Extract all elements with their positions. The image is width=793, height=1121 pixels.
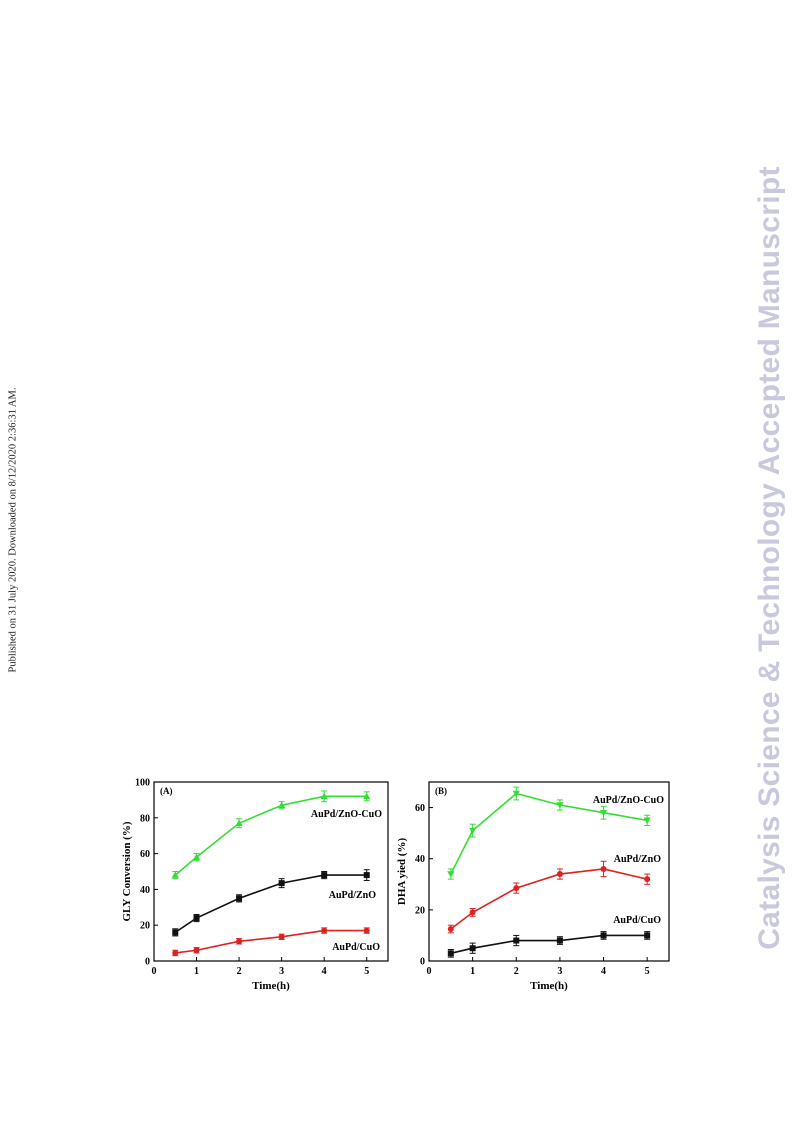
x-tick-label: 5: [645, 966, 650, 977]
series-aupd-zno-cuo: [171, 790, 371, 880]
y-tick-label: 0: [420, 957, 425, 968]
series-line: [174, 795, 367, 876]
data-point: [513, 885, 520, 892]
y-tick-label: 20: [140, 921, 150, 932]
x-axis-label: Time(h): [530, 980, 568, 992]
publication-note: Published on 31 July 2020. Downloaded on…: [7, 387, 19, 673]
data-point: [192, 853, 201, 860]
series-line: [175, 929, 367, 954]
data-point: [171, 871, 179, 878]
y-tick-label: 60: [140, 849, 150, 860]
plot-frame: [153, 781, 389, 962]
series-line: [450, 934, 648, 955]
data-point: [320, 792, 328, 800]
data-point: [236, 895, 243, 902]
y-tick-label: 0: [145, 957, 150, 968]
y-tick-label: 40: [140, 885, 150, 896]
data-point: [447, 950, 454, 957]
x-tick-label: 0: [427, 966, 432, 977]
data-point: [278, 933, 285, 940]
x-tick-label: 1: [194, 966, 199, 977]
series-aupd-zno-cuo: [447, 786, 651, 880]
series-aupd-zno: [172, 869, 370, 937]
data-point: [363, 872, 370, 879]
y-axis-label: DHA yied (%): [396, 838, 408, 906]
data-point: [193, 947, 200, 954]
series-label: AuPd/ZnO: [614, 854, 661, 865]
x-tick-label: 4: [322, 966, 327, 977]
data-point: [236, 938, 243, 945]
y-tick-label: 20: [415, 905, 425, 916]
series-label: AuPd/ZnO-CuO: [311, 809, 382, 820]
series-label: AuPd/ZnO-CuO: [593, 795, 664, 806]
data-point: [644, 932, 651, 939]
data-point: [556, 802, 564, 809]
data-point: [172, 949, 179, 956]
data-point: [512, 790, 520, 798]
data-point: [599, 809, 608, 817]
data-point: [321, 927, 328, 934]
data-point: [469, 909, 476, 916]
chart-b-dha-yield: 0 1 2 3 4 5 0 20 40 60 Time(h) DHA yied (%) (B) AuPd/…: [396, 781, 670, 992]
data-point: [278, 801, 286, 809]
x-tick-label: 2: [514, 966, 519, 977]
data-point: [556, 871, 563, 878]
x-tick-label: 3: [279, 966, 284, 977]
y-tick-label: 40: [415, 854, 425, 865]
data-point: [643, 817, 651, 824]
y-axis-label: GLY Conversion (%): [121, 821, 133, 921]
series-line: [450, 868, 648, 930]
series-line: [450, 792, 648, 875]
data-point: [321, 872, 328, 879]
x-tick-label: 0: [152, 966, 157, 977]
data-point: [600, 932, 607, 939]
x-tick-label: 1: [470, 966, 475, 977]
journal-watermark: Catalysis Science & Technology Accepted …: [753, 166, 786, 950]
data-point: [469, 827, 477, 835]
series-aupd-cuo: [447, 931, 651, 958]
data-point: [600, 865, 607, 872]
series-label: AuPd/CuO: [613, 915, 661, 926]
data-point: [556, 937, 563, 944]
y-tick-label: 80: [140, 813, 150, 824]
series-line: [174, 874, 367, 934]
series-label: AuPd/CuO: [332, 942, 380, 953]
chart-a-gly-conversion: 0 1 2 3 4 5 0 20 40 60 80 100 Time(h) GLY Conversion …: [121, 778, 389, 992]
data-point: [193, 915, 200, 922]
panel-label: (B): [435, 786, 447, 796]
data-point: [447, 926, 454, 933]
data-point: [447, 871, 455, 878]
data-point: [513, 937, 520, 944]
x-tick-label: 4: [601, 966, 606, 977]
series-aupd-cuo: [172, 927, 370, 957]
data-point: [469, 945, 476, 952]
data-point: [363, 792, 371, 800]
panel-label: (A): [160, 786, 173, 796]
data-point: [644, 876, 651, 883]
series-aupd-zno: [447, 860, 651, 934]
series-label: AuPd/ZnO: [329, 890, 376, 901]
x-tick-label: 2: [237, 966, 242, 977]
data-point: [235, 819, 243, 826]
data-point: [172, 929, 179, 936]
x-tick-label: 5: [364, 966, 369, 977]
data-point: [278, 880, 285, 887]
x-axis-label: Time(h): [252, 980, 290, 992]
y-tick-label: 60: [415, 803, 425, 814]
data-point: [363, 927, 370, 934]
x-tick-label: 3: [557, 966, 562, 977]
y-tick-label: 100: [135, 778, 150, 789]
plot-frame: [428, 781, 670, 962]
